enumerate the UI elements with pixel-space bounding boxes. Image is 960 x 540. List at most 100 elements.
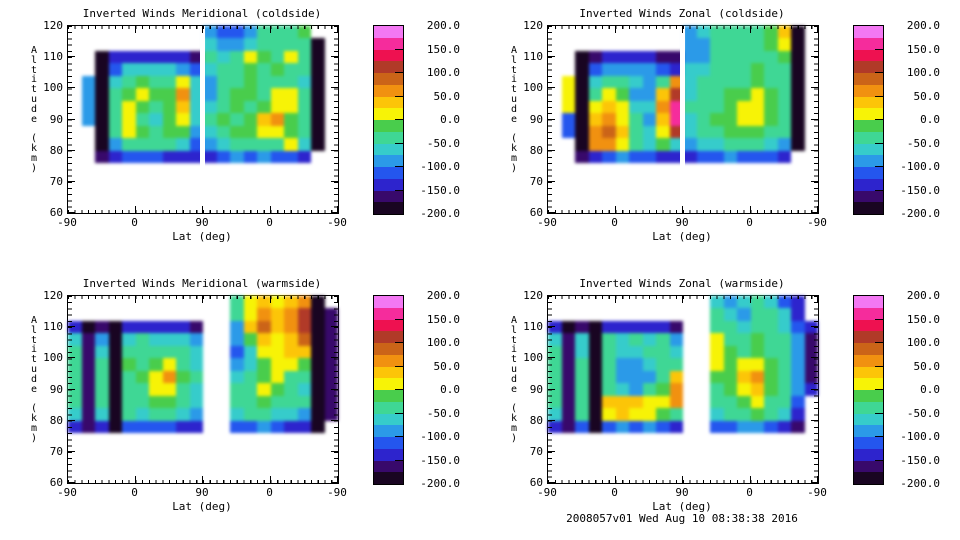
tick-mark xyxy=(682,476,683,483)
tick-mark xyxy=(817,206,818,213)
tick-mark xyxy=(395,142,403,144)
tick-mark xyxy=(67,206,68,213)
tick-mark xyxy=(68,295,75,296)
panel-title: Inverted Winds Zonal (warmside) xyxy=(579,277,785,290)
colorbar xyxy=(373,25,404,215)
y-tick-label: 110 xyxy=(523,320,543,334)
colorbar-band xyxy=(854,366,883,379)
tick-mark xyxy=(337,206,338,213)
colorbar-band xyxy=(854,167,883,179)
x-tick-label: 0 xyxy=(611,216,618,229)
colorbar-band xyxy=(374,26,403,38)
y-tick-label: 60 xyxy=(49,476,63,489)
tick-mark xyxy=(331,25,338,26)
tick-mark xyxy=(614,476,616,483)
colorbar-band xyxy=(854,155,883,167)
colorbar-band xyxy=(854,96,883,109)
colorbar-band xyxy=(854,343,883,355)
tick-mark xyxy=(548,388,555,390)
x-tick-label: 0 xyxy=(266,486,273,499)
colorbar-band xyxy=(854,472,883,484)
tick-mark xyxy=(548,25,555,26)
minor-ticks-right xyxy=(814,296,818,483)
tick-mark xyxy=(875,119,883,120)
colorbar-band xyxy=(854,307,883,320)
tick-mark xyxy=(811,295,818,296)
minor-ticks-right xyxy=(334,296,338,483)
x-tick-label: -90 xyxy=(537,486,557,499)
colorbar-band xyxy=(854,84,883,97)
tick-mark xyxy=(331,118,338,120)
x-tick-label: 0 xyxy=(266,216,273,229)
tick-mark xyxy=(548,149,555,151)
colorbar-band xyxy=(374,190,403,203)
colorbar-tick-label: 50.0 xyxy=(433,89,461,103)
tick-mark xyxy=(811,25,818,26)
colorbar-tick-label: 0.0 xyxy=(440,383,460,396)
y-tick-label: 60 xyxy=(49,206,63,219)
tick-mark xyxy=(395,48,403,50)
axis-label-x: Lat (deg) xyxy=(172,500,232,513)
x-tick-label: -90 xyxy=(807,216,827,229)
colorbar-tick-label: -50.0 xyxy=(906,136,940,150)
tick-mark xyxy=(331,388,338,390)
colorbar-band xyxy=(374,131,403,144)
plot-area xyxy=(67,295,339,484)
colorbar-band xyxy=(374,108,403,120)
y-tick-label: 100 xyxy=(43,351,63,365)
tick-mark xyxy=(269,206,271,213)
tick-mark xyxy=(67,296,68,303)
colorbar-band xyxy=(854,178,883,191)
colorbar-band xyxy=(854,73,883,85)
tick-mark xyxy=(548,326,555,328)
tick-mark xyxy=(395,318,403,320)
tick-mark xyxy=(875,342,883,343)
tick-mark xyxy=(875,365,883,367)
tick-mark xyxy=(614,296,616,303)
tick-mark xyxy=(682,26,683,33)
tick-mark xyxy=(817,296,818,303)
colorbar-tick-label: 200.0 xyxy=(426,289,460,302)
x-tick-label: -90 xyxy=(327,216,347,229)
tick-mark xyxy=(548,482,555,483)
tick-mark xyxy=(547,26,548,33)
tick-mark xyxy=(68,149,75,151)
panel-meridional-warmside: Inverted Winds Meridional (warmside) A l … xyxy=(0,270,480,540)
colorbar-band xyxy=(854,460,883,473)
y-tick-label: 80 xyxy=(529,143,543,157)
tick-mark xyxy=(811,149,818,151)
colorbar-tick-label: -50.0 xyxy=(426,406,460,420)
tick-mark xyxy=(68,87,75,89)
colorbar-band xyxy=(854,143,883,156)
footer-timestamp: 2008057v01 Wed Aug 10 08:38:38 2016 xyxy=(566,512,798,525)
tick-mark xyxy=(395,95,403,97)
colorbar-band xyxy=(374,120,403,132)
colorbar-tick-label: 150.0 xyxy=(906,42,940,56)
tick-mark xyxy=(68,326,75,328)
x-tick-label: 0 xyxy=(131,486,138,499)
colorbar-tick-label: 100.0 xyxy=(906,336,940,349)
tick-mark xyxy=(331,87,338,89)
tick-mark xyxy=(548,180,555,182)
colorbar-band xyxy=(374,84,403,97)
tick-mark xyxy=(269,476,271,483)
tick-mark xyxy=(395,72,403,73)
tick-mark xyxy=(67,26,68,33)
colorbar-band xyxy=(854,401,883,414)
colorbar-tick-label: -150.0 xyxy=(900,453,940,467)
x-tick-label: 0 xyxy=(746,486,753,499)
tick-mark xyxy=(749,26,751,33)
tick-mark xyxy=(548,87,555,89)
minor-ticks-left xyxy=(548,296,552,483)
tick-mark xyxy=(331,450,338,452)
panel-title: Inverted Winds Meridional (coldside) xyxy=(82,7,322,20)
tick-mark xyxy=(548,295,555,296)
colorbar-band xyxy=(374,378,403,390)
contour-field xyxy=(68,296,338,483)
tick-mark xyxy=(331,56,338,58)
colorbar-band xyxy=(374,49,403,62)
tick-mark xyxy=(395,342,403,343)
colorbar-band xyxy=(374,155,403,167)
tick-mark xyxy=(395,436,403,437)
